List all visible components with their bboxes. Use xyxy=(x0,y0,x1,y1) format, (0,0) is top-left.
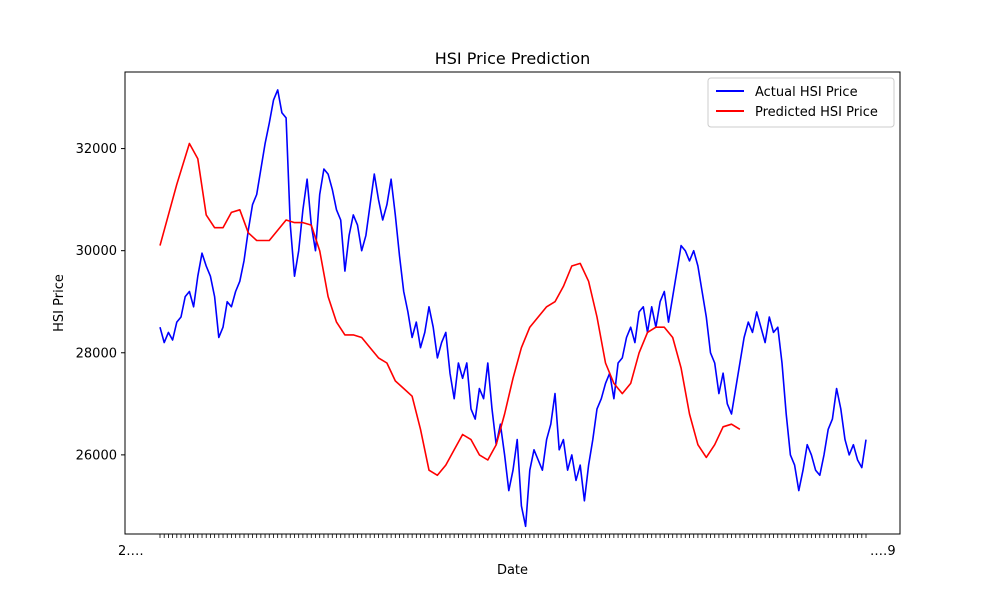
legend: Actual HSI Price Predicted HSI Price xyxy=(707,77,895,128)
y-tick-label: 30000 xyxy=(76,244,117,259)
x-tick-labels-right: ‥‥9 xyxy=(870,544,896,559)
legend-box xyxy=(707,77,895,128)
axes-frame xyxy=(124,71,901,535)
series-line-actual xyxy=(159,89,867,528)
y-tick-label: 28000 xyxy=(76,346,117,361)
chart-title: HSI Price Prediction xyxy=(435,49,591,68)
series-line-predicted xyxy=(159,142,741,477)
x-tick-labels-left: 2‥‥ xyxy=(118,544,144,559)
x-tick-marks xyxy=(159,534,867,538)
plot-area: 26000 28000 30000 32000 xyxy=(76,71,901,538)
y-tick-label: 26000 xyxy=(76,448,117,463)
series-lines xyxy=(159,89,867,528)
y-tick-label: 32000 xyxy=(76,142,117,157)
x-axis-label: Date xyxy=(497,563,528,578)
y-axis-label: HSI Price xyxy=(52,274,67,332)
legend-label-predicted: Predicted HSI Price xyxy=(755,105,878,120)
legend-label-actual: Actual HSI Price xyxy=(755,85,858,100)
y-ticks: 26000 28000 30000 32000 xyxy=(76,142,125,463)
